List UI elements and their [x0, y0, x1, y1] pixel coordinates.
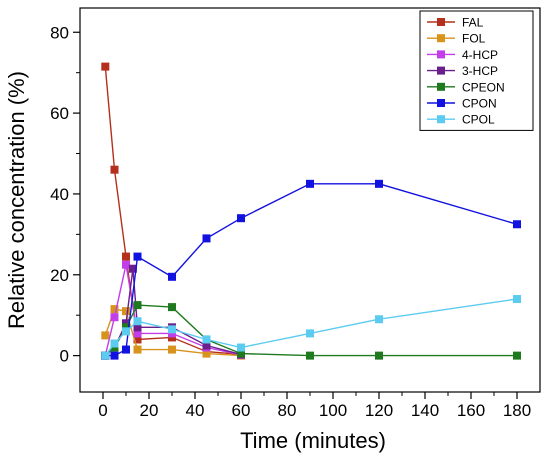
data-point-fol [168, 345, 176, 354]
axes: 0 20 40 60 80 100 120 140 160 180 0 20 40 60 80 [50, 7, 541, 420]
data-point-cpol [133, 317, 142, 326]
legend-swatch-marker [437, 115, 445, 124]
y-tick-label: 60 [50, 104, 69, 123]
x-tick-label: 100 [319, 401, 347, 420]
data-point-cpeon [306, 351, 314, 360]
data-point-fal [168, 333, 176, 342]
data-point-cpol [122, 327, 130, 336]
data-point-cpon [122, 345, 130, 354]
data-point-fal [133, 335, 142, 344]
data-point-fal [110, 165, 119, 174]
x-tick-label: 60 [232, 401, 251, 420]
data-point-cpol [306, 329, 314, 338]
x-tick-label: 20 [140, 401, 159, 420]
legend-label: CPEON [462, 80, 505, 94]
data-point-cpon [237, 214, 245, 223]
legend-item-4-hcp: 4-HCP [427, 48, 498, 62]
legend: FAL FOL 4-HCP 3-HCP CPEON CPON CPOL [419, 10, 534, 131]
data-point-3-hcp [128, 264, 137, 273]
data-point-cpon [168, 272, 176, 281]
legend-item-3-hcp: 3-HCP [427, 64, 498, 78]
data-point-4-hcp [122, 260, 130, 269]
data-point-fol [101, 331, 110, 340]
data-point-cpeon [375, 351, 383, 360]
legend-item-fal: FAL [427, 16, 484, 30]
x-tick-label: 40 [186, 401, 205, 420]
data-point-cpeon [237, 349, 245, 358]
data-point-cpol [101, 351, 110, 360]
data-point-cpeon [110, 343, 119, 352]
data-point-fal [101, 62, 110, 71]
series-group [101, 62, 521, 360]
data-point-3-hcp [202, 341, 211, 350]
legend-swatch-marker [437, 66, 445, 75]
y-tick-label: 20 [50, 266, 69, 285]
data-point-fol [202, 349, 211, 358]
legend-label: FOL [462, 32, 486, 46]
x-tick-label: 0 [98, 401, 107, 420]
data-point-cpol [375, 315, 383, 324]
y-tick-label: 0 [60, 347, 69, 366]
legend-swatch-marker [437, 34, 445, 43]
legend-swatch-marker [437, 50, 445, 59]
y-tick-label: 80 [50, 23, 69, 42]
data-point-cpon [306, 179, 314, 188]
x-tick-label: 140 [411, 401, 439, 420]
legend-item-cpol: CPOL [427, 113, 495, 127]
data-point-cpol [513, 295, 521, 304]
series-cpol [101, 295, 521, 360]
data-point-cpol [110, 339, 119, 348]
legend-label: 4-HCP [462, 48, 498, 62]
legend-swatch-marker [437, 99, 445, 107]
data-point-cpol [168, 325, 176, 334]
x-axis-title: Time (minutes) [240, 428, 386, 453]
data-point-cpol [237, 343, 245, 352]
data-point-fol [122, 307, 130, 316]
data-point-cpon [110, 351, 119, 360]
legend-label: CPON [462, 97, 497, 111]
data-point-cpeon [133, 301, 142, 310]
data-point-cpon [513, 220, 521, 229]
series-cpon [101, 179, 521, 360]
data-point-3-hcp [122, 319, 130, 328]
legend-item-fol: FOL [427, 32, 486, 46]
x-tick-label: 120 [365, 401, 393, 420]
data-point-cpol [202, 335, 211, 344]
legend-swatch-marker [437, 82, 445, 91]
data-point-fal [122, 252, 130, 261]
y-axis-title: Relative concentration (%) [4, 71, 29, 329]
data-point-4-hcp [168, 329, 176, 338]
legend-label: CPOL [462, 113, 495, 127]
data-point-4-hcp [133, 329, 142, 338]
legend-label: 3-HCP [462, 64, 498, 78]
x-tick-label: 80 [278, 401, 297, 420]
data-point-cpon [375, 179, 383, 188]
data-point-cpon [202, 234, 211, 243]
data-point-cpon [133, 252, 142, 261]
legend-item-cpeon: CPEON [427, 80, 505, 94]
data-point-fol [110, 305, 119, 314]
y-tick-label: 40 [50, 185, 69, 204]
x-tick-label: 180 [503, 401, 531, 420]
data-point-cpeon [513, 351, 521, 360]
data-point-cpeon [168, 303, 176, 312]
series-line-cpon [105, 183, 518, 357]
x-tick-label: 160 [457, 401, 485, 420]
legend-swatch-marker [437, 18, 445, 26]
data-point-fol [133, 345, 142, 354]
legend-item-cpon: CPON [427, 97, 497, 111]
data-point-4-hcp [110, 313, 119, 322]
data-point-cpeon [122, 323, 130, 332]
data-point-3-hcp [133, 323, 142, 332]
legend-label: FAL [462, 16, 484, 30]
series-line-cpol [104, 298, 518, 357]
